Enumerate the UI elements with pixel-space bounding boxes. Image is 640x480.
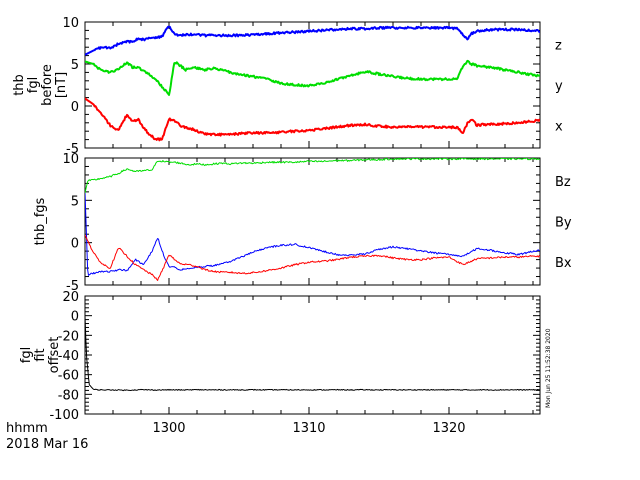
y-axis-label-line: before (40, 64, 55, 106)
y-axis-label: fgl fit offset (19, 337, 62, 374)
y-axis-label-line: [nT] (54, 72, 69, 98)
series-line-z (85, 97, 540, 142)
legend-label-By: By (555, 216, 572, 231)
y-tick-label: 20 (62, 290, 79, 305)
y-axis-label: thb_fgs (33, 197, 48, 245)
y-axis-label-line: offset (47, 337, 62, 374)
legend-label-Bx: Bx (555, 256, 572, 271)
y-tick-label: 5 (71, 194, 79, 209)
y-axis-label-line: thb_fgs (33, 197, 48, 245)
x-axis-label-hhmm: hhmm (6, 421, 48, 436)
y-tick-label: -5 (66, 279, 79, 294)
x-tick-label: 1300 (152, 421, 185, 436)
series-line-Bx (85, 191, 540, 276)
series-line-By (85, 158, 540, 194)
panel-thb-fgs: -5 0 5 10 thb_fgs Bz By Bx (33, 152, 572, 294)
panel-thb-fgl-before: -5 0 5 10 thb fgl before [nT] z y x (12, 16, 563, 157)
legend-label-Bz: Bz (555, 175, 571, 190)
y-axis-label-line: thb (12, 74, 27, 96)
y-tick-label: -100 (49, 408, 79, 423)
x-tick-label: 1320 (432, 421, 465, 436)
series-line-Bz (85, 234, 540, 281)
y-tick-label: -40 (58, 349, 79, 364)
legend-label-y: y (555, 79, 563, 94)
y-axis-label-line: fgl (26, 77, 41, 93)
y-tick-label: -5 (66, 142, 79, 157)
x-tick-label: 1310 (292, 421, 325, 436)
generation-timestamp: Mon Jun 25 11:52:38 2020 (545, 328, 552, 408)
y-tick-label: -80 (58, 388, 79, 403)
y-tick-label: 0 (71, 237, 79, 252)
legend-label-z: z (555, 39, 562, 54)
y-axis-label-line: fgl (19, 347, 34, 363)
y-tick-label: 0 (71, 100, 79, 115)
y-tick-label: -20 (58, 329, 79, 344)
y-axis-label: thb fgl before [nT] (12, 64, 69, 106)
panel-frame (84, 21, 541, 149)
panel-fgl-fit-offset: -100 -80 -60 -40 -20 0 20 fgl fit offset (19, 290, 541, 423)
panel-frame (84, 157, 541, 286)
series-line-x (85, 25, 540, 56)
y-tick-label: 5 (71, 58, 79, 73)
y-tick-label: 0 (71, 310, 79, 325)
y-tick-label: -60 (58, 369, 79, 384)
x-axis-label-date: 2018 Mar 16 (6, 437, 88, 452)
series-line-y (85, 59, 540, 96)
y-tick-label: 10 (62, 16, 79, 31)
y-axis-label-line: fit (33, 348, 48, 361)
series-line-offset (85, 315, 540, 392)
panel-frame (84, 295, 541, 415)
legend-label-x: x (555, 119, 563, 134)
y-tick-label: 10 (62, 152, 79, 167)
